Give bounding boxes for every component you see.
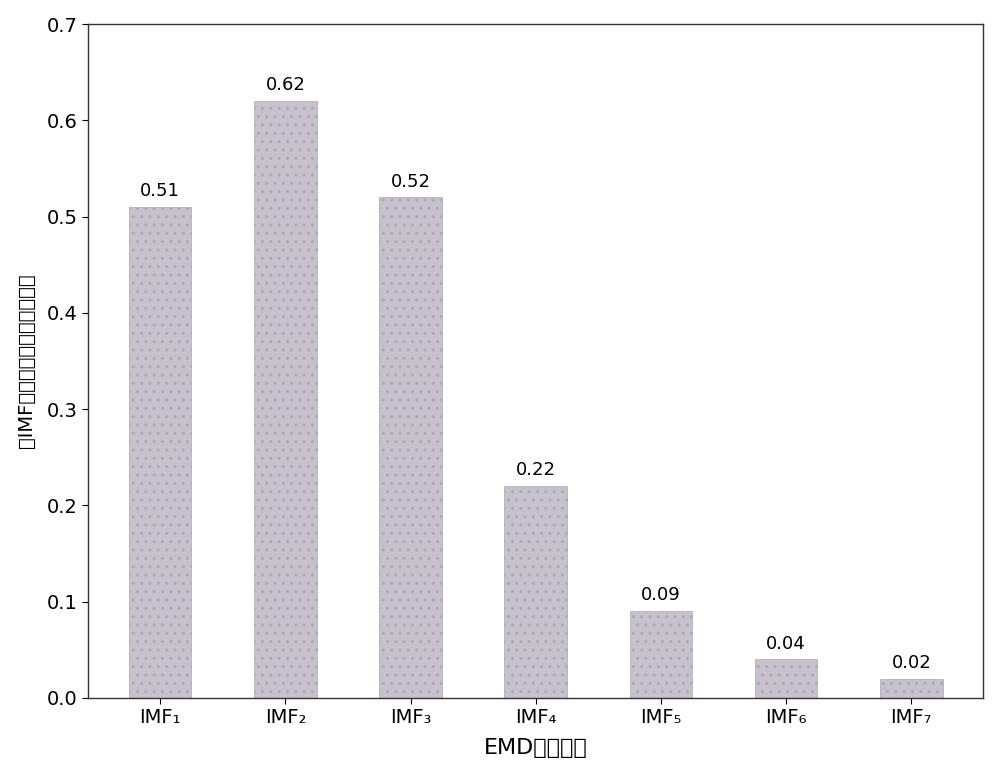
Text: 0.09: 0.09 [641, 587, 681, 604]
Text: 0.51: 0.51 [140, 182, 180, 200]
Text: 0.22: 0.22 [516, 461, 556, 480]
Y-axis label: 各IMF与归一化信号的相关系数: 各IMF与归一化信号的相关系数 [17, 274, 36, 448]
Text: 0.52: 0.52 [391, 173, 431, 191]
Bar [379, 198, 442, 698]
Bar [630, 611, 692, 698]
Bar [504, 486, 567, 698]
X-axis label: EMD分解阶次: EMD分解阶次 [484, 739, 588, 758]
Bar [880, 679, 943, 698]
Text: 0.02: 0.02 [891, 654, 931, 672]
Bar [129, 207, 191, 698]
Bar [254, 102, 317, 698]
Text: 0.04: 0.04 [766, 635, 806, 653]
Text: 0.62: 0.62 [265, 77, 305, 95]
Bar [755, 660, 817, 698]
